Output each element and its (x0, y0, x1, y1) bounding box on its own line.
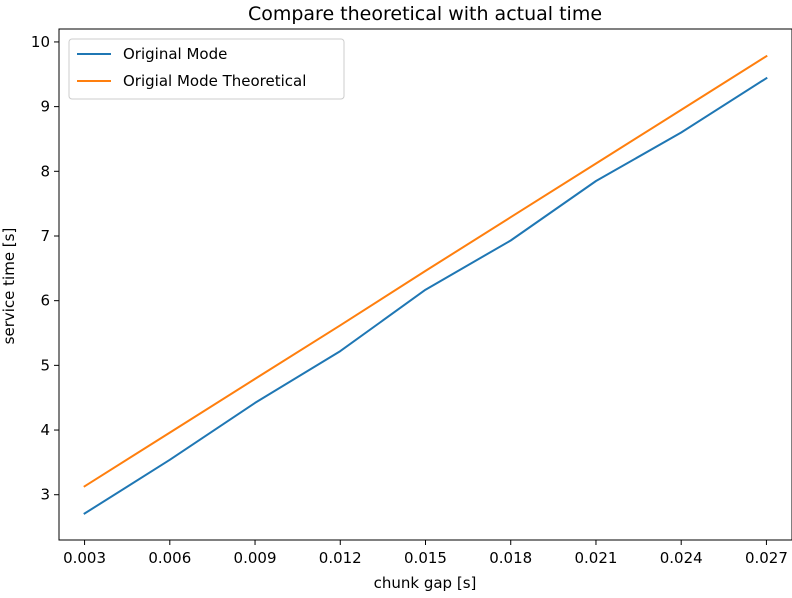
x-tick-label: 0.015 (404, 549, 447, 567)
legend-box (68, 38, 345, 100)
x-tick-label: 0.018 (489, 549, 532, 567)
chart-title: Compare theoretical with actual time (248, 3, 602, 25)
x-tick-label: 0.012 (319, 549, 362, 567)
y-tick-label: 6 (40, 292, 50, 310)
series-line-2 (83, 54, 768, 488)
x-tick-label: 0.024 (660, 549, 703, 567)
y-tick-label: 3 (40, 486, 50, 504)
y-tick-label: 4 (40, 421, 50, 439)
series-line-1 (83, 76, 768, 515)
y-tick-label: 7 (40, 227, 50, 245)
legend-label-2: Origial Mode Theoretical (123, 72, 306, 90)
plot-area: 0.003 0.006 0.009 0.012 0.015 0.018 0.021 0.024… (31, 28, 792, 567)
x-tick-label: 0.021 (574, 549, 617, 567)
legend-label-1: Original Mode (123, 45, 227, 63)
y-tick-label: 5 (40, 356, 50, 374)
x-tick-label: 0.009 (234, 549, 277, 567)
x-axis-label: chunk gap [s] (374, 574, 477, 592)
y-tick-label: 10 (31, 33, 50, 51)
x-tick-label: 0.003 (63, 549, 106, 567)
x-tick-label: 0.027 (745, 549, 788, 567)
y-tick-label: 9 (40, 98, 50, 116)
y-axis-label: service time [s] (0, 228, 18, 345)
x-tick-label: 0.006 (148, 549, 191, 567)
axes-frame (58, 28, 792, 541)
y-tick-label: 8 (40, 162, 50, 180)
